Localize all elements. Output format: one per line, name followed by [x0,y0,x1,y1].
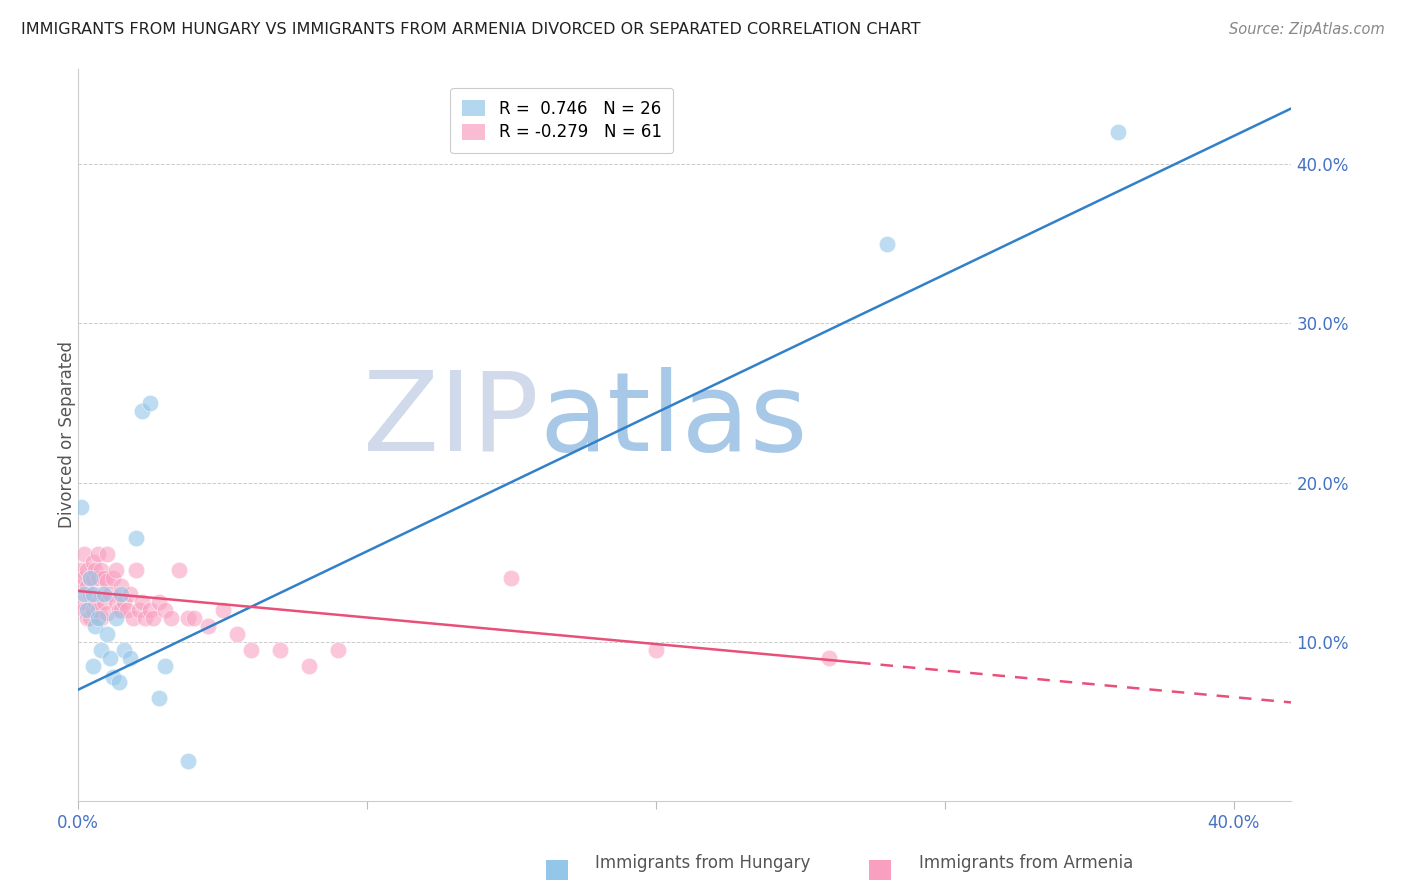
Point [93,571,115,585]
Point [159,611,181,625]
Point [70,500,93,514]
Point [120,651,142,665]
Point [79,571,101,585]
Point [120,587,142,601]
Point [84,595,107,609]
Point [148,690,170,705]
Point [125,532,148,546]
Point [76,603,98,617]
Point [326,643,349,657]
Text: ZIP: ZIP [363,367,538,474]
Point [70,579,93,593]
Point [76,579,98,593]
Point [70,595,93,609]
Point [104,595,127,609]
Point [93,595,115,609]
Text: Immigrants from Armenia: Immigrants from Armenia [920,855,1133,872]
Point [122,611,145,625]
Point [645,643,668,657]
Point [167,563,190,577]
Point [115,603,138,617]
Point [177,755,200,769]
Point [269,643,291,657]
Point [76,563,98,577]
Point [84,619,107,633]
Point [73,547,96,561]
Point [107,603,129,617]
Point [76,611,98,625]
Point [142,611,165,625]
Text: IMMIGRANTS FROM HUNGARY VS IMMIGRANTS FROM ARMENIA DIVORCED OR SEPARATED CORRELA: IMMIGRANTS FROM HUNGARY VS IMMIGRANTS FR… [21,22,921,37]
Point [226,627,249,641]
Point [73,587,96,601]
Point [197,619,219,633]
Point [82,658,104,673]
Point [153,658,176,673]
Point [82,555,104,569]
Legend: R =  0.746   N = 26, R = -0.279   N = 61: R = 0.746 N = 26, R = -0.279 N = 61 [450,87,673,153]
Point [96,547,118,561]
Point [112,595,135,609]
Point [70,563,93,577]
Point [153,603,176,617]
Point [79,611,101,625]
Point [112,643,135,657]
Point [96,607,118,621]
Point [139,603,162,617]
Point [87,547,110,561]
Point [79,587,101,601]
Point [101,670,124,684]
Point [177,611,200,625]
Point [96,627,118,641]
Point [183,611,205,625]
Text: Source: ZipAtlas.com: Source: ZipAtlas.com [1229,22,1385,37]
Point [128,603,150,617]
Text: atlas: atlas [538,367,807,474]
Point [73,571,96,585]
Point [90,611,112,625]
Point [104,563,127,577]
Point [90,587,112,601]
Point [98,587,121,601]
Point [298,658,321,673]
Point [110,579,132,593]
Point [131,404,153,418]
Point [73,603,96,617]
Point [96,574,118,589]
Point [110,603,132,617]
Point [240,643,263,657]
Point [125,563,148,577]
Point [211,603,233,617]
Point [134,611,156,625]
Point [84,563,107,577]
Point [87,611,110,625]
Point [101,571,124,585]
Point [79,571,101,585]
Point [148,595,170,609]
Point [90,643,112,657]
Point [818,651,841,665]
Point [876,236,898,251]
Text: Immigrants from Hungary: Immigrants from Hungary [595,855,811,872]
Point [104,611,127,625]
Point [82,587,104,601]
Point [98,651,121,665]
Point [107,674,129,689]
Point [90,563,112,577]
Y-axis label: Divorced or Separated: Divorced or Separated [58,342,76,528]
Point [87,571,110,585]
Point [82,603,104,617]
Point [139,396,162,410]
Point [131,595,153,609]
Point [501,571,523,585]
Point [82,571,104,585]
Point [87,603,110,617]
Point [1107,125,1129,139]
Point [93,587,115,601]
Point [110,587,132,601]
